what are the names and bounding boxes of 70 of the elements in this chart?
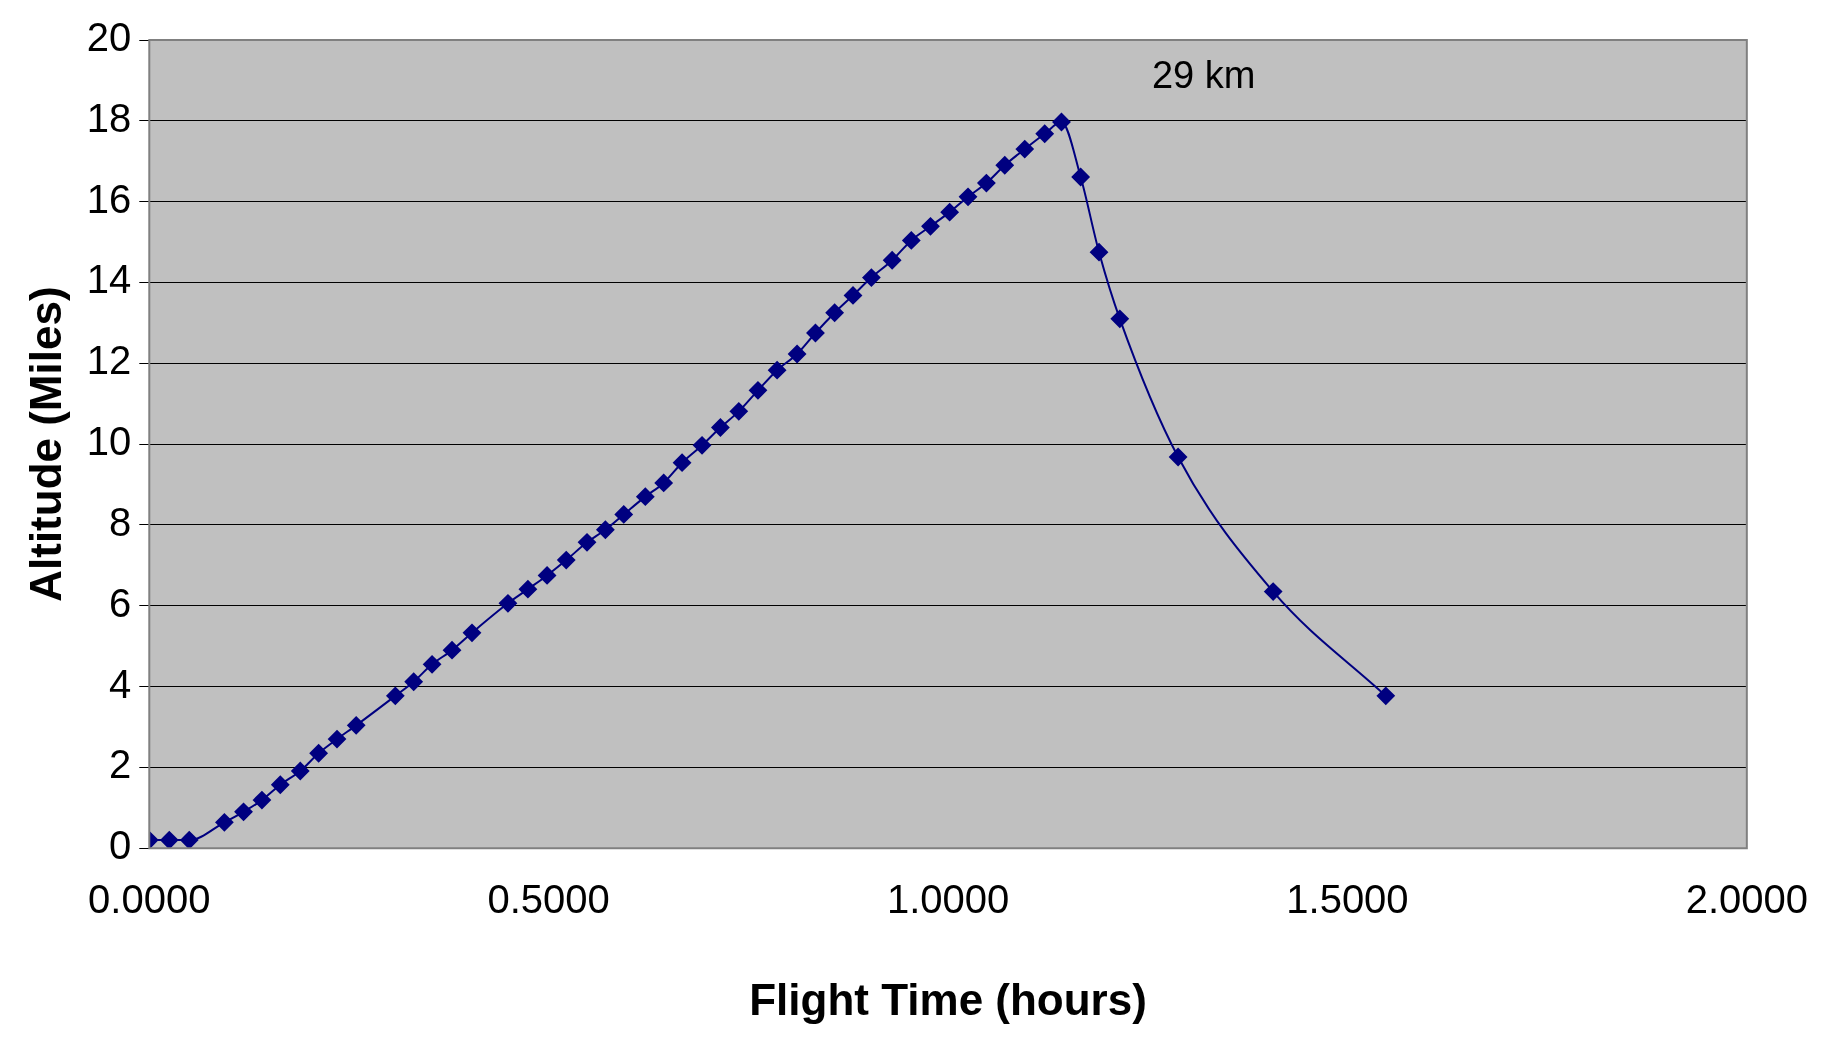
point [404, 672, 423, 691]
point [806, 323, 825, 342]
point [729, 402, 748, 421]
point [518, 580, 537, 599]
point [768, 361, 787, 380]
point [271, 775, 290, 794]
y-tick-label: 16 [86, 176, 132, 221]
point [977, 174, 996, 193]
point [844, 286, 863, 305]
point [636, 487, 655, 506]
y-tick-label: 2 [109, 742, 132, 787]
point [291, 762, 310, 781]
point [995, 156, 1014, 175]
point [693, 436, 712, 455]
point [215, 813, 234, 832]
y-tick-label: 14 [86, 257, 132, 302]
point [234, 802, 253, 821]
point [862, 268, 881, 287]
point [386, 686, 405, 705]
x-tick-label: 1.0000 [886, 877, 1010, 922]
point [578, 533, 597, 552]
point [252, 791, 271, 810]
y-tick-label: 6 [109, 580, 132, 625]
y-tick-label: 4 [109, 661, 132, 706]
point [180, 831, 199, 849]
point [921, 217, 940, 236]
y-tick-label: 10 [86, 419, 132, 464]
point [654, 473, 673, 492]
point [462, 623, 481, 642]
point [1090, 243, 1109, 262]
x-axis-title: Flight Time (hours) [749, 974, 1147, 1024]
point [711, 418, 730, 437]
y-tick-label: 8 [109, 499, 132, 544]
x-tick-label: 0.0000 [88, 877, 211, 922]
annotation: 29 km [1151, 54, 1256, 97]
point [883, 251, 902, 270]
point [673, 453, 692, 472]
point [825, 303, 844, 322]
point [1110, 309, 1129, 328]
point [614, 505, 633, 524]
point [1264, 582, 1283, 601]
y-axis-title: Altitude (Miles) [20, 286, 70, 602]
point [788, 344, 807, 363]
point [498, 594, 517, 613]
point [748, 381, 767, 400]
point [347, 716, 366, 735]
point [328, 730, 346, 749]
point [902, 231, 921, 250]
point [1071, 167, 1090, 186]
point [1169, 448, 1188, 467]
point [940, 203, 959, 222]
point [538, 566, 557, 585]
y-tick-label: 20 [86, 15, 132, 60]
point [1052, 113, 1071, 132]
y-tick-label: 18 [86, 95, 132, 140]
x-tick-label: 1.5000 [1286, 877, 1409, 922]
point [1015, 140, 1034, 159]
point [309, 744, 328, 763]
x-tick-label: 2.0000 [1685, 877, 1808, 922]
point [423, 655, 442, 674]
point [1035, 124, 1054, 143]
y-tick-label: 0 [109, 823, 132, 868]
point [959, 187, 978, 206]
x-tick-label: 0.5000 [487, 877, 610, 922]
point [160, 831, 179, 849]
point [557, 551, 576, 570]
y-tick-label: 12 [86, 338, 132, 383]
point [443, 641, 462, 660]
point [1376, 686, 1395, 705]
point [596, 520, 615, 539]
